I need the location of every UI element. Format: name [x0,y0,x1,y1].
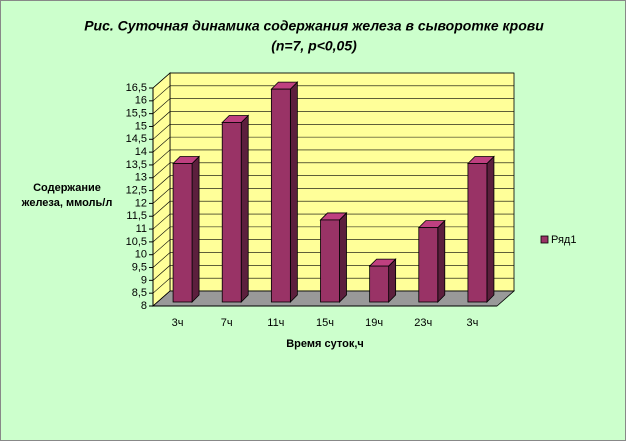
y-tick-label: 9,5 [132,261,147,273]
grid-line [152,85,514,102]
x-tick-label: 19ч [365,317,383,329]
y-tick-label: 12 [135,197,147,209]
x-tick-label: 3ч [172,317,184,329]
bar [270,88,291,303]
x-tick-label: 3ч [466,317,478,329]
y-tick-label: 12,5 [126,184,147,196]
grid-line [152,239,514,255]
bar [221,122,242,303]
y-tick-label: 11 [136,223,147,235]
grid-line [152,72,514,89]
x-tick-label: 15ч [316,317,334,329]
grid-line [152,136,514,153]
grid-line [152,111,514,127]
grid-line [152,290,514,307]
chart-title: Рис. Суточная динамика содержания железа… [84,18,544,34]
y-tick-label: 10,5 [126,236,147,248]
grid-line [152,265,514,281]
grid-line [152,252,514,268]
y-tick-label: 9 [141,274,147,286]
bar-side [191,155,200,303]
x-tick-label: 11ч [267,317,284,329]
bar [172,163,193,303]
y-tick-label: 13,5 [126,159,147,171]
y-tick-label: 8 [141,300,147,312]
legend-marker [540,235,549,244]
legend-label: Ряд1 [551,234,576,246]
legend-box [537,231,585,249]
grid-line [152,149,514,166]
chart-subtitle: (n=7, p<0,05) [271,38,357,54]
side-wall [152,72,171,307]
bar-side [240,114,249,303]
y-tick-label: 16 [135,95,147,107]
grid-line [152,175,514,191]
bar [320,219,340,303]
grid-line [152,123,514,140]
bar [467,163,488,303]
x-tick-label: 23ч [414,317,432,329]
y-tick-label: 8,5 [132,287,147,299]
grid-line [152,213,514,230]
grid-line [152,200,514,217]
y-tick-label: 16,5 [126,82,147,94]
x-tick-label: 7ч [221,317,233,329]
y-tick-label: 14 [135,146,147,158]
y-tick-label: 15 [135,120,147,132]
y-tick-label: 14,5 [126,133,147,145]
bar [418,227,439,303]
grid-line [152,277,514,294]
x-axis-label: Время суток,ч [286,338,364,350]
bar-side [486,155,495,303]
grid-line [152,162,514,178]
y-tick-label: 13 [135,172,147,184]
bar-side [437,219,446,303]
bar-side [289,81,298,303]
grid-line [152,188,514,204]
bar [369,265,390,303]
grid-line [152,98,514,114]
grid-line [152,226,514,243]
y-tick-label: 11,5 [126,210,147,222]
y-axis-label: Содержание железа, ммоль/л [21,182,113,209]
bar-side [339,211,347,303]
y-tick-label: 15,5 [126,108,147,120]
y-tick-label: 10 [135,249,147,261]
